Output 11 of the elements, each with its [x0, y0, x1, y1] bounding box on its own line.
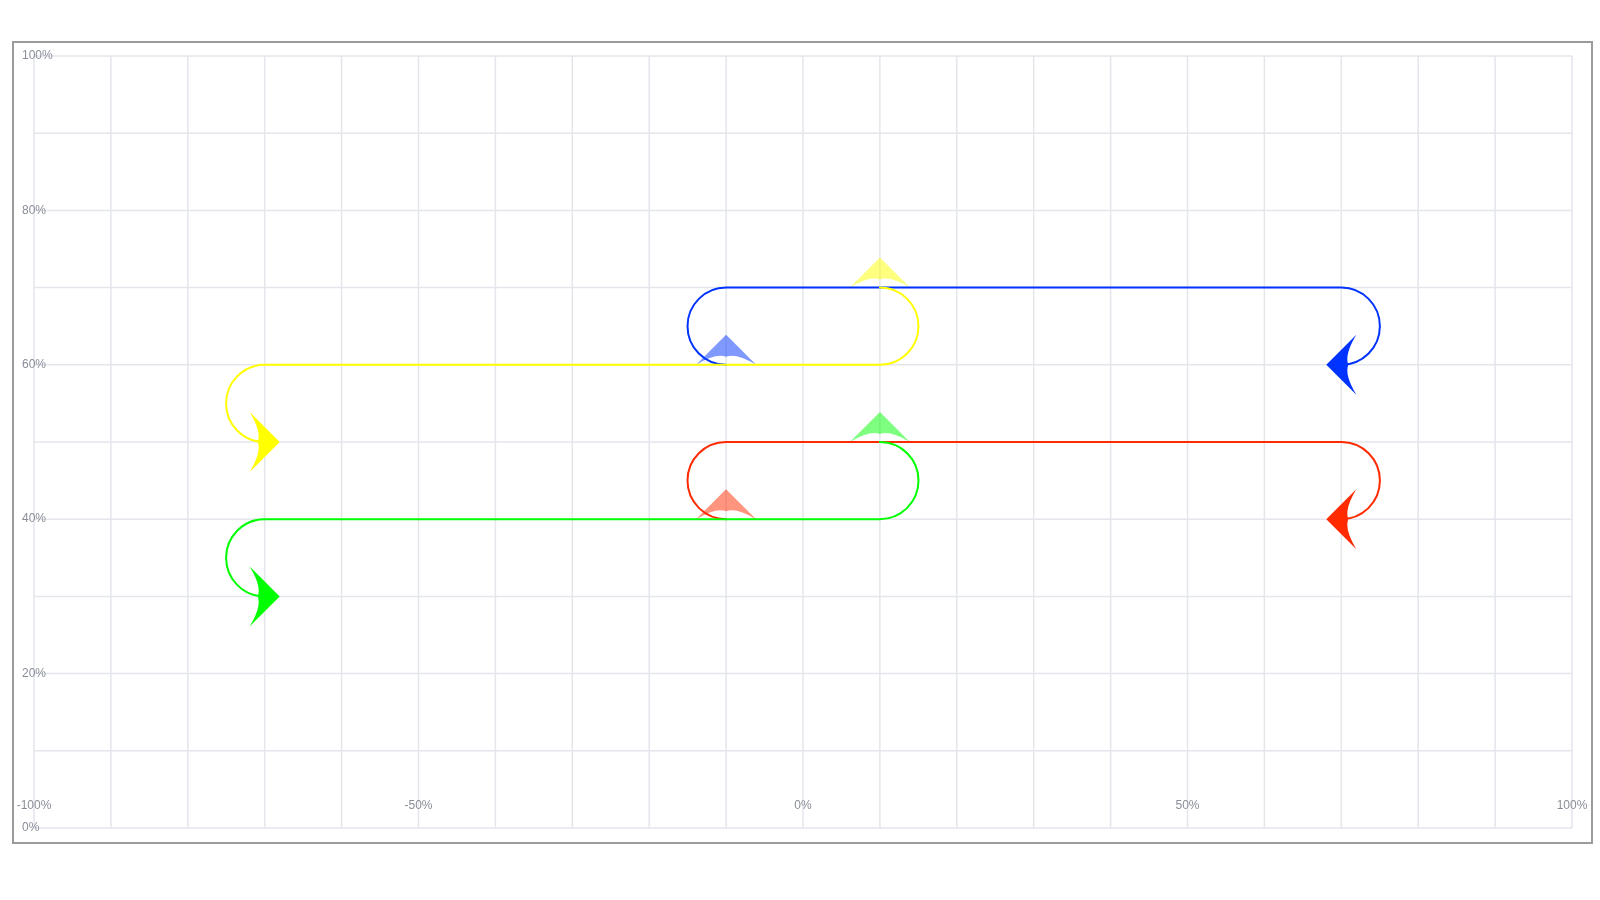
x-tick-label: 0% — [794, 798, 812, 813]
y-tick-label: 40% — [22, 511, 47, 526]
y-tick-label: 60% — [22, 356, 47, 371]
x-tick-label: 50% — [1175, 798, 1200, 813]
y-tick-label: 100% — [22, 48, 54, 63]
x-tick-label: -100% — [16, 798, 52, 813]
y-tick-label: 20% — [22, 665, 47, 680]
x-tick-label: -50% — [404, 798, 433, 813]
x-tick-label: 100% — [1556, 798, 1588, 813]
y-tick-label: 0% — [22, 820, 40, 835]
y-tick-label: 80% — [22, 202, 47, 217]
